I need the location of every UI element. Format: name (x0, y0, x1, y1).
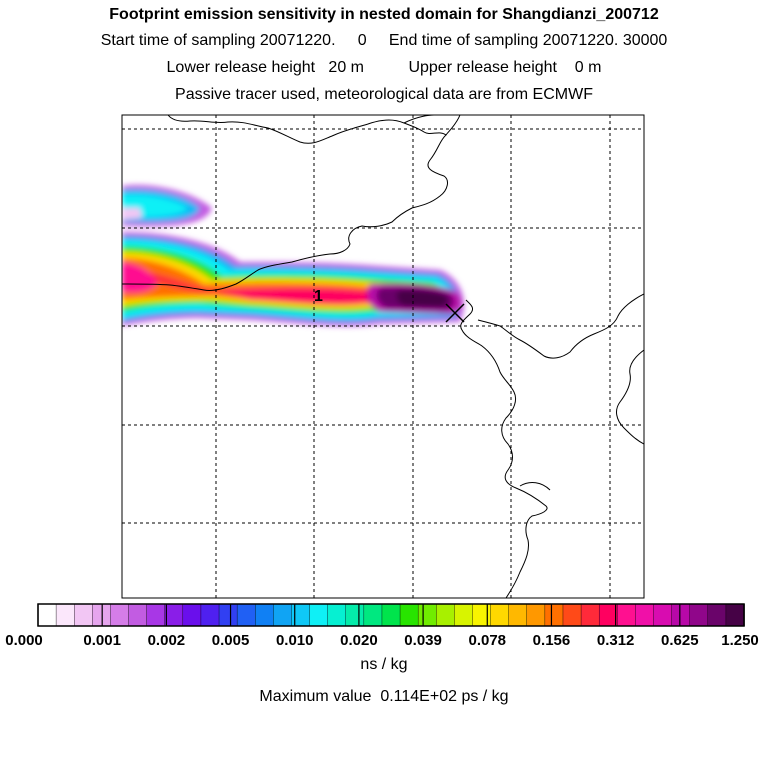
plume-layer (122, 115, 644, 598)
plot-title: Footprint emission sensitivity in nested… (109, 6, 659, 23)
upper-height-value: 0 m (574, 59, 602, 76)
cross-marker-icon (445, 303, 465, 323)
grid-lines (122, 115, 644, 598)
color-scale-tick-label: 1.250 (721, 632, 759, 649)
maximum-value: Maximum value 0.114E+02 ps / kg (0, 688, 768, 706)
color-scale-tick-label: 0.039 (404, 632, 442, 649)
end-time-value: 20071220. 30000 (542, 32, 668, 49)
sampling-times: Start time of sampling 20071220. 0 End t… (0, 32, 768, 50)
coastlines (122, 115, 644, 598)
plume-west-magenta (122, 262, 158, 293)
lower-height-value: 20 m (328, 59, 364, 76)
plume-core-darkest (396, 289, 448, 307)
map-frame (121, 114, 645, 599)
color-scale-tick-label: 0.312 (596, 632, 635, 649)
color-scale-units: ns / kg (360, 656, 408, 673)
color-scale-tick-label: 0.002 (147, 632, 186, 649)
maximum-value-number: 0.114E+02 ps / kg (380, 688, 509, 705)
lower-height-label: Lower release height (166, 59, 316, 76)
end-time-label: End time of sampling (388, 32, 539, 49)
tracer-note: Passive tracer used, meteorological data… (175, 86, 593, 103)
color-scale-tick-label: 0.005 (211, 632, 250, 649)
color-scale-tick-label: 0.156 (532, 632, 571, 649)
start-time-label: Start time of sampling (100, 32, 256, 49)
color-scale-tick-label: 0.001 (83, 632, 121, 649)
maximum-value-label: Maximum value (259, 688, 372, 705)
start-time-value: 20071220. 0 (259, 32, 367, 49)
color-scale-tick-label: 0.078 (468, 632, 507, 649)
release-marker-label: 1 (314, 288, 323, 305)
release-heights: Lower release height 20 m Upper release … (0, 59, 768, 77)
upper-height-label: Upper release height (408, 59, 557, 76)
color-scale-tick-label: 0.625 (661, 632, 699, 649)
color-scale-tick-label: 0.000 (5, 632, 43, 649)
color-scale-tick-label: 0.020 (340, 632, 378, 649)
plume-north-core (122, 208, 142, 220)
color-scale-tick-label: 0.010 (275, 632, 314, 649)
